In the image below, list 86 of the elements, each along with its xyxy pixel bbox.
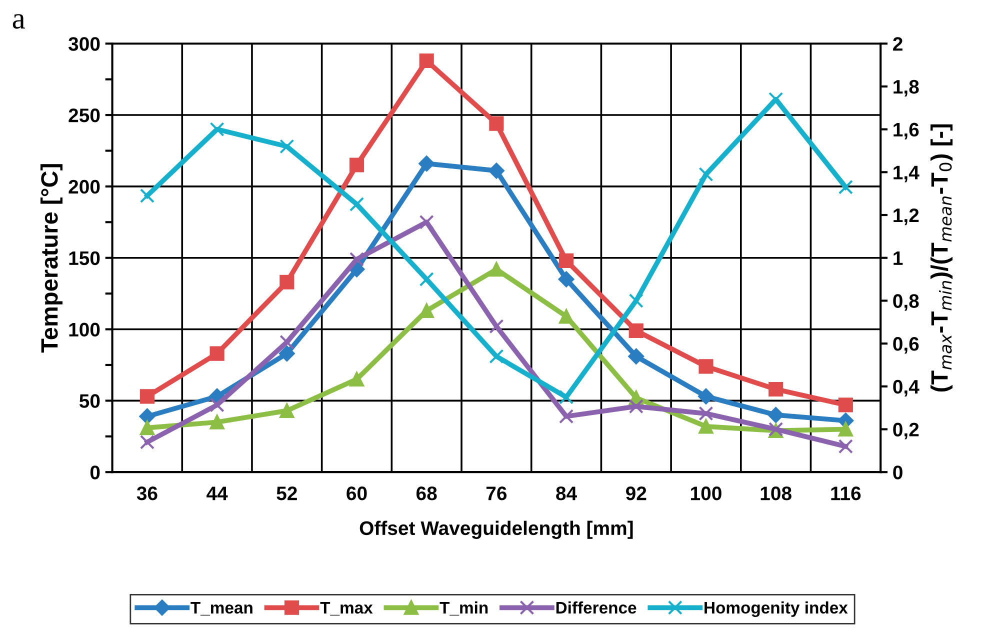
y2-tick-label: 1,6 <box>894 122 919 140</box>
point <box>698 406 714 421</box>
y-tick-label: 200 <box>68 180 100 194</box>
x-tick-label: 108 <box>760 486 792 500</box>
x-tick-label: 60 <box>346 486 367 500</box>
y2-tick-label: 2 <box>893 37 902 51</box>
y-axis-title: Temperature [°C] <box>40 164 62 353</box>
y2-tick-label: 0 <box>893 466 902 480</box>
x-tick-label: 100 <box>690 486 722 500</box>
point <box>349 252 364 267</box>
point <box>418 156 435 172</box>
point <box>280 403 294 418</box>
point <box>628 293 644 308</box>
point <box>280 274 294 290</box>
text: (T$_{max}$-T$_{min}$)/(T$_{mean}$-T$_{0}$) [-] <box>930 124 953 392</box>
point <box>349 197 364 212</box>
x-tick-label: 76 <box>486 486 507 500</box>
point <box>838 422 853 437</box>
y-tick-label: 250 <box>68 108 100 122</box>
point <box>838 180 853 194</box>
point <box>419 214 434 230</box>
point <box>210 346 224 361</box>
point <box>698 388 714 404</box>
legend-label: T_min <box>440 601 488 616</box>
point <box>558 253 574 268</box>
point <box>349 372 364 387</box>
y2-tick-label: 0,4 <box>893 380 920 396</box>
point <box>278 346 295 362</box>
point <box>419 303 434 318</box>
point <box>280 139 294 154</box>
x-tick-label: 92 <box>626 486 646 500</box>
point <box>140 188 155 204</box>
point <box>280 334 294 350</box>
point <box>140 420 155 436</box>
y-tick-label: 100 <box>69 322 100 337</box>
point <box>768 382 784 397</box>
point <box>488 162 504 179</box>
y2-tick-label: 0,2 <box>893 422 919 440</box>
x-axis-title: Offset Waveguidelength [mm] <box>360 520 633 539</box>
y-tick-label: 0 <box>90 466 100 480</box>
legend-label: Difference <box>556 601 636 614</box>
y-tick-label: 50 <box>79 394 100 408</box>
point <box>489 262 504 277</box>
point <box>838 439 853 454</box>
point <box>628 323 644 338</box>
x-tick-label: 36 <box>136 486 158 500</box>
point <box>698 419 714 434</box>
point <box>698 167 714 182</box>
y2-tick-label: 0,8 <box>893 294 919 311</box>
y2-tick-label: 0,6 <box>893 337 919 354</box>
x-tick-label: 84 <box>556 486 577 500</box>
point <box>838 398 853 412</box>
point <box>558 271 574 288</box>
point <box>140 434 155 450</box>
point <box>210 122 224 137</box>
legend-label: T_max <box>320 602 373 616</box>
point <box>768 407 784 423</box>
legend-label: T_mean <box>190 602 252 616</box>
point <box>210 414 224 430</box>
point <box>558 309 574 324</box>
y2-tick-label: 1,8 <box>894 80 919 97</box>
point <box>628 348 644 364</box>
y2-tick-label: 1,4 <box>894 166 920 182</box>
point <box>489 116 504 131</box>
x-tick-label: 44 <box>206 486 228 500</box>
point <box>349 158 364 172</box>
y-tick-label: 150 <box>69 251 100 266</box>
y2-tick-label: 1,2 <box>894 208 919 226</box>
text: a <box>12 14 25 29</box>
point <box>489 349 504 364</box>
x-tick-label: 68 <box>416 486 437 500</box>
point <box>558 409 574 424</box>
y2-tick-label: 1 <box>894 252 903 265</box>
legend-label: Homogenity index <box>704 601 848 617</box>
x-tick-label: 116 <box>831 486 861 500</box>
point <box>140 389 155 404</box>
point <box>419 53 434 68</box>
point <box>698 359 714 374</box>
point <box>139 408 156 424</box>
x-tick-label: 52 <box>276 486 297 500</box>
point <box>489 319 504 334</box>
point <box>210 398 224 412</box>
point <box>419 272 434 287</box>
point <box>558 390 574 404</box>
y-tick-label: 300 <box>68 37 100 51</box>
point <box>628 399 644 414</box>
